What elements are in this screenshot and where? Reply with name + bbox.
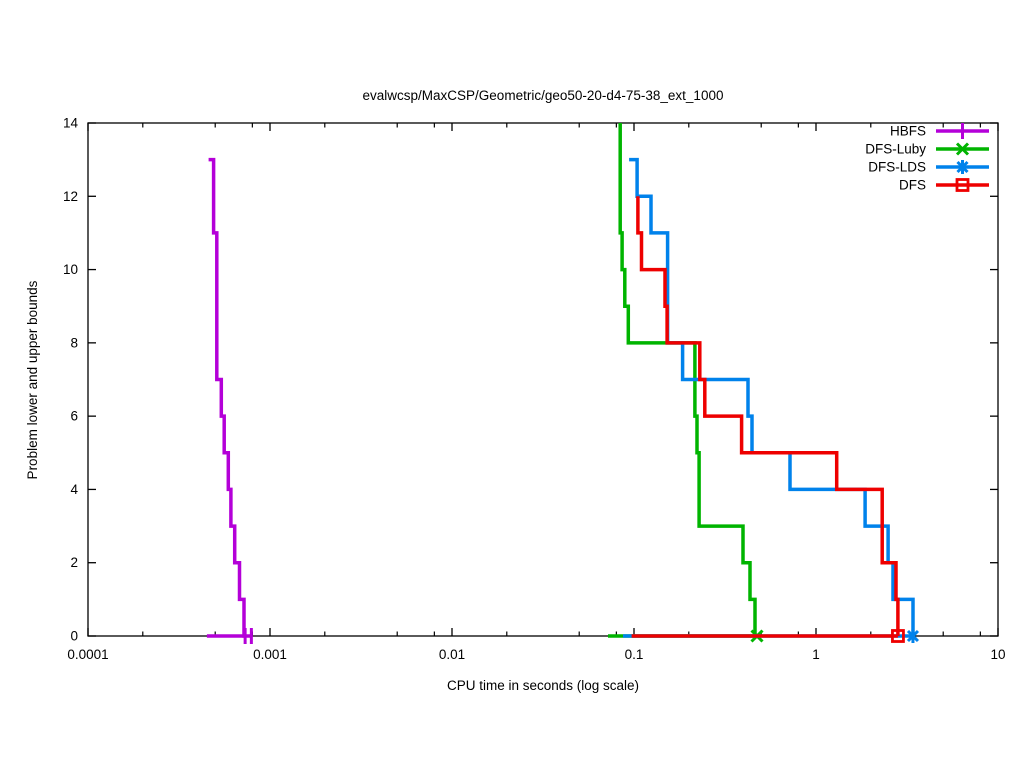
series-DFS-end-marker [891, 629, 905, 643]
y-tick-label: 10 [63, 262, 78, 277]
plot-frame [87, 122, 999, 637]
x-tick-label: 0.01 [439, 647, 465, 662]
x-tick-label: 0.0001 [67, 647, 108, 662]
y-tick-label: 4 [70, 482, 78, 497]
y-tick-label: 8 [70, 335, 78, 350]
legend-marker-DFS [955, 178, 970, 192]
y-tick-label: 0 [70, 629, 78, 644]
chart-title: evalwcsp/MaxCSP/Geometric/geo50-20-d4-75… [362, 88, 724, 103]
legend-label-DFS-Luby: DFS-Luby [865, 142, 926, 157]
legend-label-DFS: DFS [899, 178, 926, 193]
y-tick-label: 2 [70, 555, 78, 570]
legend-marker-DFS-Luby [955, 142, 970, 156]
legend-label-DFS-LDS: DFS-LDS [868, 160, 926, 175]
series-HBFS-upper-bound-curve [208, 157, 247, 638]
y-tick-label: 12 [63, 189, 78, 204]
y-tick-label: 14 [63, 116, 79, 131]
series-DFS-LDS-upper-bound-curve [629, 157, 915, 636]
x-tick-label: 1 [812, 647, 820, 662]
x-tick-label: 10 [990, 647, 1005, 662]
series-DFS-upper-bound-curve [636, 196, 900, 636]
x-tick-label: 0.001 [253, 647, 287, 662]
series-DFS-Luby-upper-bound-curve [618, 123, 757, 638]
x-tick-label: 0.1 [625, 647, 644, 662]
x-axis-title: CPU time in seconds (log scale) [446, 678, 640, 693]
y-tick-label: 6 [70, 409, 78, 424]
legend-label-HBFS: HBFS [890, 124, 926, 139]
